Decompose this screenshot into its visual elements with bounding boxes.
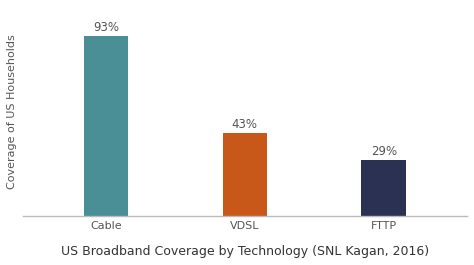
Bar (223, 132, 267, 216)
Bar (83, 36, 128, 216)
Text: 29%: 29% (371, 145, 397, 158)
Y-axis label: Coverage of US Households: Coverage of US Households (7, 34, 17, 189)
Text: 93%: 93% (93, 21, 119, 34)
Bar (362, 160, 406, 216)
X-axis label: US Broadband Coverage by Technology (SNL Kagan, 2016): US Broadband Coverage by Technology (SNL… (61, 245, 429, 258)
Text: 43%: 43% (232, 118, 258, 131)
